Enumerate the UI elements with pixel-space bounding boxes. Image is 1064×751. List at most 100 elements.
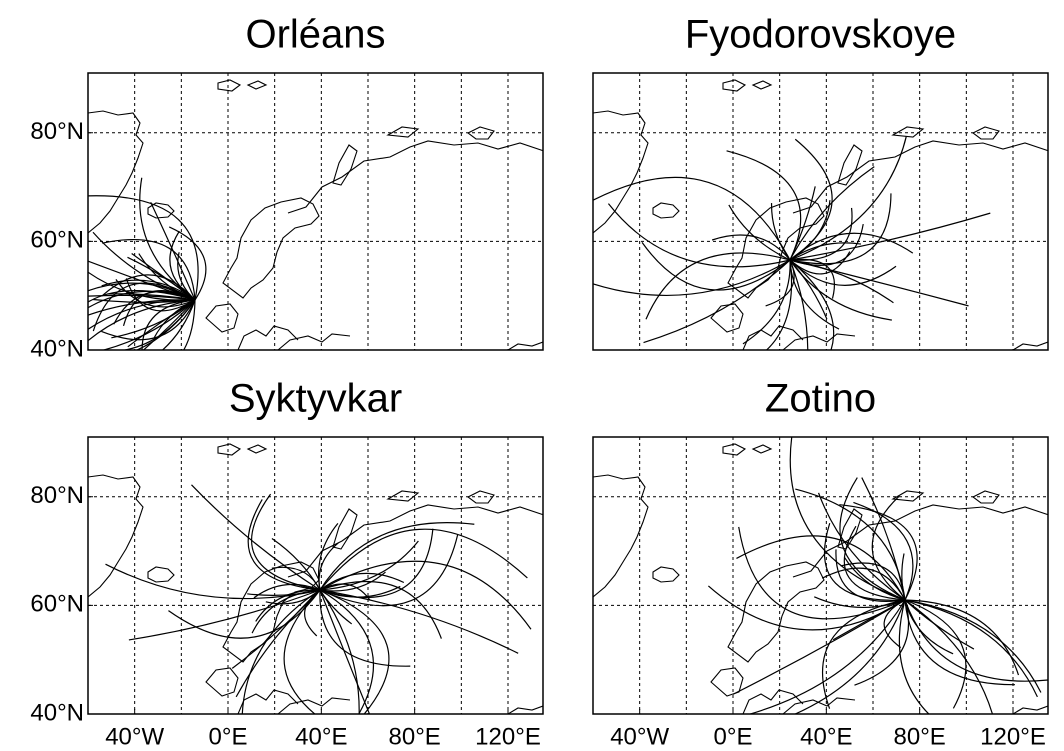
trajectory bbox=[821, 599, 906, 709]
trajectory bbox=[283, 589, 321, 714]
map-area bbox=[593, 437, 1048, 714]
trajectory bbox=[101, 279, 196, 301]
panel-title: Syktyvkar bbox=[229, 377, 402, 421]
map-panel: Syktyvkar 80°N 60°N 40°N 40°W 0°E 40°E 80°E 120°… bbox=[30, 377, 544, 750]
trajectory bbox=[871, 495, 906, 601]
trajectory bbox=[161, 299, 196, 350]
x-tick-label: 0°E bbox=[714, 723, 753, 750]
trajectory bbox=[319, 589, 390, 714]
trajectory bbox=[251, 589, 321, 634]
trajectory bbox=[643, 259, 791, 344]
trajectory bbox=[789, 186, 816, 261]
trajectory bbox=[241, 589, 321, 714]
trajectory bbox=[789, 259, 893, 321]
trajectory bbox=[789, 437, 906, 601]
trajectory bbox=[789, 259, 897, 286]
trajectory bbox=[736, 535, 906, 601]
x-tick-label: 40°E bbox=[295, 723, 347, 750]
trajectory bbox=[271, 566, 321, 591]
trajectory bbox=[789, 259, 828, 320]
trajectory bbox=[748, 599, 906, 714]
trajectory bbox=[854, 599, 910, 686]
trajectory bbox=[102, 239, 196, 301]
trajectory bbox=[789, 259, 840, 330]
trajectory bbox=[191, 484, 321, 591]
trajectory bbox=[843, 525, 906, 601]
trajectory bbox=[904, 599, 1042, 693]
trajectory bbox=[253, 583, 321, 599]
trajectory bbox=[853, 501, 914, 601]
trajectory bbox=[789, 232, 914, 261]
trajectory bbox=[182, 299, 196, 350]
map-area bbox=[88, 437, 543, 714]
trajectory bbox=[593, 176, 791, 261]
trajectory bbox=[127, 299, 196, 348]
panel-title: Fyodorovskoye bbox=[685, 13, 956, 57]
trajectory bbox=[904, 599, 975, 650]
trajectory bbox=[904, 599, 967, 709]
trajectory bbox=[904, 599, 1038, 698]
trajectory bbox=[789, 223, 864, 267]
trajectory bbox=[319, 580, 442, 639]
trajectory bbox=[904, 599, 994, 714]
trajectory bbox=[789, 193, 892, 265]
trajectory bbox=[742, 259, 791, 345]
x-tick-label: 0°E bbox=[209, 723, 248, 750]
y-tick-label: 80°N bbox=[30, 482, 84, 509]
trajectory bbox=[105, 563, 321, 600]
trajectory bbox=[125, 278, 196, 312]
y-tick-label: 60°N bbox=[30, 591, 84, 618]
trajectory bbox=[319, 534, 459, 607]
trajectory bbox=[839, 504, 918, 601]
trajectory bbox=[142, 299, 196, 350]
trajectory bbox=[168, 226, 207, 301]
trajectory bbox=[319, 589, 360, 714]
trajectory bbox=[319, 589, 353, 625]
trajectory bbox=[88, 260, 196, 301]
trajectory bbox=[728, 204, 791, 261]
trajectory bbox=[139, 177, 196, 301]
trajectory bbox=[765, 259, 793, 350]
map-panel: Fyodorovskoye bbox=[592, 13, 1049, 351]
trajectory bbox=[319, 572, 405, 591]
trajectory bbox=[135, 299, 196, 350]
map-frame bbox=[87, 436, 544, 715]
x-tick-label: 40°W bbox=[105, 723, 164, 750]
coastline bbox=[88, 79, 543, 350]
trajectory bbox=[839, 477, 906, 601]
x-tick-label: 40°W bbox=[610, 723, 669, 750]
trajectory bbox=[793, 599, 906, 714]
trajectory bbox=[904, 599, 954, 655]
trajectory bbox=[101, 299, 196, 341]
trajectory bbox=[319, 560, 532, 630]
trajectory bbox=[88, 195, 199, 301]
trajectory bbox=[789, 135, 907, 261]
map-frame bbox=[592, 72, 1049, 351]
trajectory bbox=[726, 150, 802, 261]
coastline bbox=[88, 443, 543, 714]
trajectory bbox=[101, 274, 196, 301]
map-panel: Orléans 80°N 60°N 40°N bbox=[30, 13, 544, 362]
trajectory bbox=[88, 299, 196, 331]
trajectory bbox=[789, 259, 894, 304]
trajectory bbox=[823, 523, 906, 601]
trajectory bbox=[641, 242, 791, 291]
y-tick-label: 40°N bbox=[30, 699, 84, 726]
trajectory bbox=[255, 589, 321, 622]
trajectory bbox=[832, 599, 906, 641]
x-tick-label: 80°E bbox=[389, 723, 441, 750]
trajectory bbox=[904, 599, 1020, 676]
coastline bbox=[593, 443, 1048, 714]
trajectory bbox=[789, 207, 853, 261]
trajectory bbox=[131, 253, 196, 301]
trajectory bbox=[645, 252, 791, 320]
trajectory bbox=[901, 553, 906, 601]
trajectory bbox=[789, 166, 875, 261]
trajectory bbox=[111, 299, 196, 339]
map-panel: Zotino 40°W 0°E 40°E 80°E 120°E bbox=[592, 377, 1049, 750]
trajectory bbox=[88, 294, 196, 301]
trajectory bbox=[88, 299, 196, 342]
y-tick-label: 40°N bbox=[30, 335, 84, 362]
trajectory bbox=[738, 526, 906, 620]
